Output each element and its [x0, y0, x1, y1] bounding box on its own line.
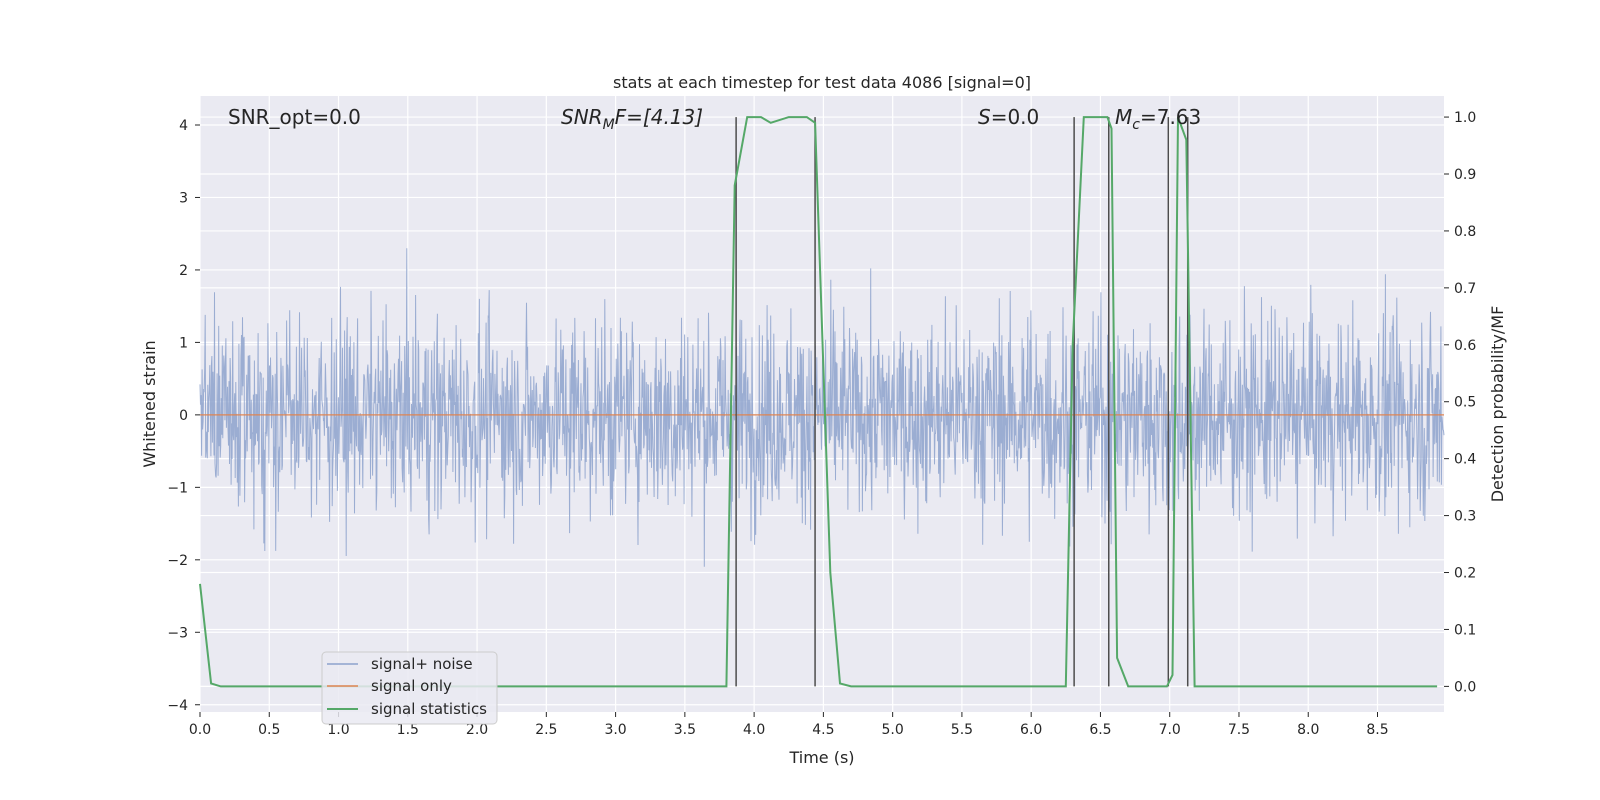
- x-tick-label: 1.0: [327, 722, 349, 738]
- x-tick-label: 8.5: [1366, 722, 1388, 738]
- y-axis-ticks: −4 −3 −2 −1 0 1 2 3 4: [167, 118, 200, 714]
- x-tick-label: 0.5: [258, 722, 280, 738]
- y2-axis-ticks: 0.0 0.1 0.2 0.3 0.4 0.5 0.6 0.7 0.8 0.9 1.0: [1444, 110, 1476, 695]
- s-annotation: S=0.0: [978, 105, 1039, 129]
- x-tick-label: 2.5: [535, 722, 557, 738]
- y2-tick-label: 0.1: [1454, 622, 1476, 638]
- y2-tick-label: 0.5: [1454, 395, 1476, 411]
- x-tick-label: 4.5: [812, 722, 834, 738]
- x-axis-label: Time (s): [788, 748, 854, 767]
- y-axis-label: Whitened strain: [140, 340, 159, 467]
- x-tick-label: 6.0: [1020, 722, 1042, 738]
- y2-tick-label: 0.3: [1454, 509, 1476, 525]
- x-tick-label: 2.0: [466, 722, 488, 738]
- x-tick-label: 5.5: [951, 722, 973, 738]
- signal-statistics-line: [199, 116, 1438, 688]
- y-tick-label: 4: [179, 118, 188, 134]
- x-tick-label: 7.5: [1228, 722, 1250, 738]
- snr-opt-annotation: SNR_opt=0.0: [228, 105, 361, 129]
- x-tick-label: 6.5: [1089, 722, 1111, 738]
- y-tick-label: 3: [179, 190, 188, 206]
- x-tick-label: 0.0: [189, 722, 211, 738]
- x-tick-label: 1.5: [397, 722, 419, 738]
- y2-tick-label: 1.0: [1454, 110, 1476, 126]
- mc-rest: =7.63: [1140, 105, 1201, 129]
- y2-tick-label: 0.8: [1454, 224, 1476, 240]
- legend-label-signal-statistics: signal statistics: [371, 700, 487, 718]
- y-tick-label: −2: [167, 553, 188, 569]
- x-axis-ticks: 0.0 0.5 1.0 1.5 2.0 2.5 3.0 3.5 4.0 4.5 5.0 5.5 6.0 6…: [189, 712, 1389, 738]
- snr-mf-sub: M: [603, 117, 615, 133]
- y2-tick-label: 0.6: [1454, 338, 1476, 354]
- y-tick-label: 0: [179, 408, 188, 424]
- s-rest: =0.0: [991, 105, 1040, 129]
- legend: signal+ noise signal only signal statist…: [321, 651, 498, 725]
- snr-mf-main: SNR: [561, 105, 603, 129]
- y-tick-label: −1: [167, 480, 188, 496]
- legend-label-noise: signal+ noise: [371, 655, 473, 673]
- y2-tick-label: 0.0: [1454, 679, 1476, 695]
- signal-statistics-series: [199, 116, 1438, 688]
- y2-axis-label: Detection probability/MF: [1488, 306, 1507, 503]
- x-tick-label: 4.0: [743, 722, 765, 738]
- mc-sub: c: [1132, 117, 1140, 133]
- x-tick-label: 7.0: [1159, 722, 1181, 738]
- x-tick-label: 3.5: [674, 722, 696, 738]
- mc-annotation: Mc=7.63: [1115, 105, 1201, 133]
- x-tick-label: 8.0: [1297, 722, 1319, 738]
- y2-tick-label: 0.9: [1454, 167, 1476, 183]
- mc-main: M: [1115, 105, 1132, 129]
- y2-tick-label: 0.4: [1454, 452, 1476, 468]
- x-tick-label: 5.0: [882, 722, 904, 738]
- y-tick-label: 1: [179, 335, 188, 351]
- y-tick-label: −3: [167, 625, 188, 641]
- chart-title: stats at each timestep for test data 408…: [613, 73, 1031, 92]
- y2-tick-label: 0.2: [1454, 566, 1476, 582]
- legend-label-signal-only: signal only: [371, 677, 452, 695]
- snr-mf-annotation: SNRMF=[4.13]: [561, 105, 703, 133]
- y-tick-label: 2: [179, 263, 188, 279]
- legend-box: [321, 651, 498, 725]
- y2-tick-label: 0.7: [1454, 281, 1476, 297]
- s-main: S: [978, 105, 991, 129]
- x-tick-label: 3.0: [604, 722, 626, 738]
- snr-mf-rest: F=[4.13]: [615, 105, 703, 129]
- y-tick-label: −4: [167, 698, 188, 714]
